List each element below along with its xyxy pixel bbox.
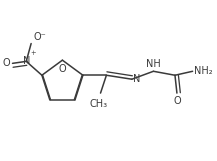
- Text: NH₂: NH₂: [194, 66, 212, 76]
- Text: N: N: [133, 74, 140, 84]
- Text: O: O: [173, 96, 181, 106]
- Text: CH₃: CH₃: [89, 99, 108, 109]
- Text: O: O: [59, 64, 66, 74]
- Text: +: +: [30, 50, 36, 56]
- Text: N: N: [23, 56, 30, 66]
- Text: NH: NH: [146, 59, 161, 69]
- Text: O⁻: O⁻: [33, 32, 46, 42]
- Text: O: O: [3, 58, 11, 68]
